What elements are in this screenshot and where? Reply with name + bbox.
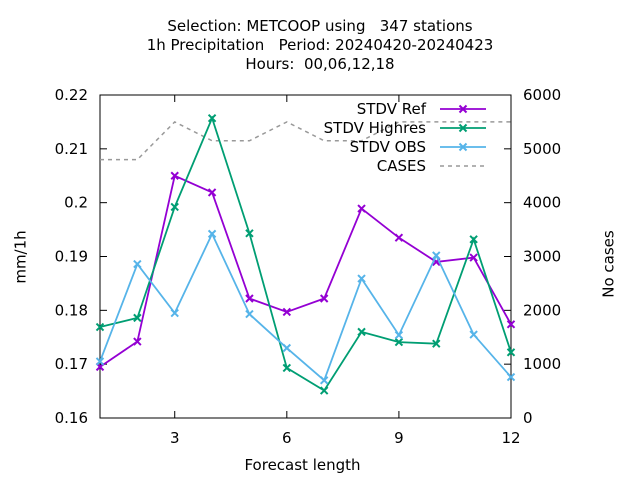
y2-tick-label: 2000	[523, 301, 561, 319]
y-tick-label: 0.19	[55, 248, 88, 266]
x-tick-label: 12	[501, 429, 520, 447]
data-point-stdv-ref	[319, 294, 329, 303]
data-point-stdv-ref	[282, 307, 292, 317]
y-axis-label: mm/1h	[11, 230, 30, 284]
data-point-stdv-ref	[469, 253, 478, 262]
data-point-stdv-obs	[245, 309, 254, 319]
y-tick-label: 0.16	[55, 409, 88, 427]
x-tick-label: 3	[170, 429, 180, 447]
data-point-stdv-highres	[357, 327, 366, 337]
legend-label-stdv-highres: STDV Highres	[324, 119, 427, 137]
series-line-stdv-obs	[99, 231, 512, 382]
y2-tick-label: 4000	[523, 194, 561, 212]
data-point-stdv-obs	[394, 330, 404, 340]
y2-tick-label: 5000	[523, 140, 561, 158]
x-axis-label: Forecast length	[244, 456, 361, 474]
y2-axis-label: No cases	[599, 230, 618, 298]
plot-frame	[99, 94, 512, 419]
data-point-stdv-highres	[432, 339, 441, 348]
y-tick-label: 0.18	[55, 301, 88, 319]
y-tick-label: 0.21	[55, 140, 88, 158]
legend-marker-stdv-highres	[458, 123, 468, 133]
data-point-stdv-highres	[170, 202, 179, 212]
series-stdv-ref	[95, 171, 516, 372]
data-point-stdv-highres	[133, 313, 142, 323]
y2-tick-label: 1000	[523, 355, 561, 373]
chart-title-line-1: Selection: METCOOP using 347 stations	[167, 17, 473, 35]
data-point-stdv-obs	[133, 259, 142, 269]
series-line-cases	[100, 121, 511, 161]
y2-tick-label: 3000	[523, 248, 561, 266]
data-point-stdv-obs	[207, 229, 217, 239]
data-point-stdv-highres	[469, 235, 478, 244]
legend-label-cases: CASES	[377, 157, 426, 175]
legend-label-stdv-obs: STDV OBS	[350, 138, 426, 156]
y-tick-label: 0.17	[55, 355, 88, 373]
data-point-stdv-ref	[245, 294, 254, 303]
data-point-stdv-highres	[207, 113, 217, 123]
data-point-stdv-obs	[95, 357, 105, 366]
series-stdv-highres	[95, 113, 516, 395]
data-point-stdv-highres	[282, 363, 292, 373]
data-point-stdv-highres	[506, 348, 516, 357]
data-point-stdv-ref	[133, 337, 142, 346]
y2-tick-label: 6000	[523, 86, 561, 104]
x-tick-label: 6	[282, 429, 292, 447]
chart-title-line-2: 1h Precipitation Period: 20240420-202404…	[146, 36, 494, 54]
x-tick-label: 9	[394, 429, 404, 447]
data-point-stdv-highres	[319, 386, 329, 395]
data-point-stdv-highres	[245, 229, 254, 238]
data-point-stdv-ref	[394, 233, 404, 242]
data-point-stdv-highres	[95, 322, 105, 332]
data-point-stdv-ref	[207, 188, 217, 197]
data-point-stdv-obs	[357, 274, 366, 283]
data-point-stdv-obs	[282, 343, 292, 353]
series-line-stdv-highres	[99, 115, 512, 392]
legend-marker-stdv-obs	[458, 142, 468, 152]
series-stdv-obs	[95, 229, 516, 385]
data-point-stdv-obs	[170, 308, 179, 318]
data-point-stdv-ref	[506, 320, 516, 329]
series-line-stdv-ref	[99, 174, 512, 368]
y-tick-label: 0.2	[64, 194, 88, 212]
series-cases	[100, 121, 511, 161]
legend-label-stdv-ref: STDV Ref	[357, 100, 427, 118]
data-point-stdv-obs	[432, 251, 441, 260]
data-point-stdv-ref	[170, 171, 179, 180]
data-point-stdv-highres	[394, 337, 404, 347]
chart-title-line-3: Hours: 00,06,12,18	[245, 55, 395, 73]
data-point-stdv-obs	[506, 372, 516, 382]
y2-tick-label: 0	[523, 409, 533, 427]
data-point-stdv-obs	[319, 376, 329, 385]
data-point-stdv-ref	[357, 204, 366, 213]
y-tick-label: 0.22	[55, 86, 88, 104]
data-point-stdv-obs	[469, 330, 478, 339]
legend-marker-stdv-ref	[458, 104, 468, 114]
